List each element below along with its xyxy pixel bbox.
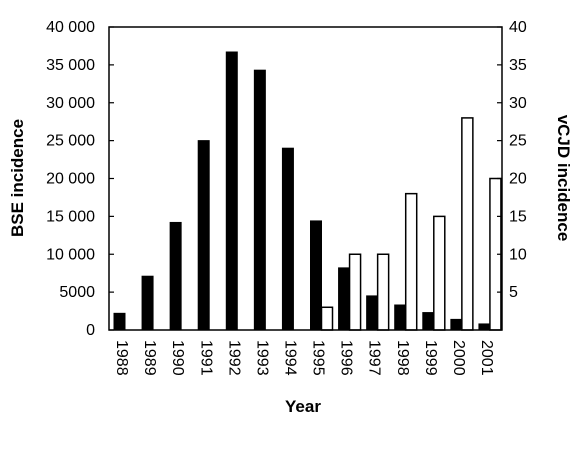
left-tick-label: 40 000 bbox=[46, 19, 95, 36]
x-tick-label: 1999 bbox=[422, 340, 439, 376]
x-tick-label: 1989 bbox=[141, 340, 158, 376]
bar-bse-1996 bbox=[338, 267, 351, 331]
left-tick-label: 30 000 bbox=[46, 95, 95, 112]
x-tick-label: 1988 bbox=[113, 340, 130, 376]
y-axis-title-left: BSE incidence bbox=[8, 119, 27, 237]
right-tick-label: 10 bbox=[509, 246, 527, 263]
left-tick-label: 35 000 bbox=[46, 57, 95, 74]
x-axis-title: Year bbox=[285, 397, 321, 416]
bar-bse-1989 bbox=[141, 275, 154, 331]
x-tick-label: 1996 bbox=[338, 340, 355, 376]
right-tick-label: 15 bbox=[509, 208, 527, 225]
bar-vcjd-1997 bbox=[376, 253, 390, 331]
left-tick-label: 5000 bbox=[59, 284, 95, 301]
bar-bse-1995 bbox=[310, 220, 322, 331]
left-axis: 0 5000 10 000 15 000 20 000 25 000 30 000 35 00… bbox=[46, 19, 114, 339]
left-tick-label: 25 000 bbox=[46, 133, 95, 150]
bar-vcjd-2000 bbox=[461, 117, 474, 331]
bar-vcjd-1999 bbox=[433, 215, 446, 331]
bar-bse-1992 bbox=[225, 51, 238, 331]
x-axis: 1988 1989 1990 1991 1992 1993 1994 1995 1996 1997… bbox=[113, 326, 495, 376]
x-tick-label: 1998 bbox=[394, 340, 411, 376]
right-tick-label: 40 bbox=[509, 19, 527, 36]
left-tick-label: 20 000 bbox=[46, 171, 95, 188]
x-tick-label: 1992 bbox=[225, 340, 242, 376]
x-tick-label: 2001 bbox=[478, 340, 495, 376]
left-tick-label: 15 000 bbox=[46, 208, 95, 225]
x-tick-label: 1991 bbox=[197, 340, 214, 376]
left-tick-label: 10 000 bbox=[46, 246, 95, 263]
left-tick-label: 0 bbox=[86, 322, 95, 339]
bar-vcjd-1998 bbox=[404, 192, 418, 331]
x-tick-label: 1997 bbox=[366, 340, 383, 376]
bar-bse-1991 bbox=[197, 140, 210, 331]
x-tick-label: 2000 bbox=[450, 340, 467, 376]
x-tick-label: 1993 bbox=[253, 340, 270, 376]
right-tick-label: 25 bbox=[509, 133, 527, 150]
x-tick-label: 1994 bbox=[282, 340, 299, 376]
right-tick-label: 30 bbox=[509, 95, 527, 112]
bars-layer bbox=[113, 51, 502, 331]
y-axis-title-right: vCJD incidence bbox=[554, 115, 573, 242]
right-tick-label: 20 bbox=[509, 171, 527, 188]
bar-vcjd-1996 bbox=[348, 253, 362, 331]
bar-bse-1994 bbox=[281, 147, 294, 331]
bar-vcjd-1995 bbox=[320, 306, 334, 331]
bar-bse-1993 bbox=[253, 69, 266, 331]
bar-bse-1990 bbox=[169, 221, 182, 331]
right-tick-label: 5 bbox=[509, 284, 518, 301]
right-tick-label: 35 bbox=[509, 57, 527, 74]
bar-bse-1997 bbox=[366, 295, 379, 331]
x-tick-label: 1990 bbox=[169, 340, 186, 376]
right-axis: 5 10 15 20 25 30 35 40 bbox=[497, 19, 527, 301]
x-tick-label: 1995 bbox=[310, 340, 327, 376]
